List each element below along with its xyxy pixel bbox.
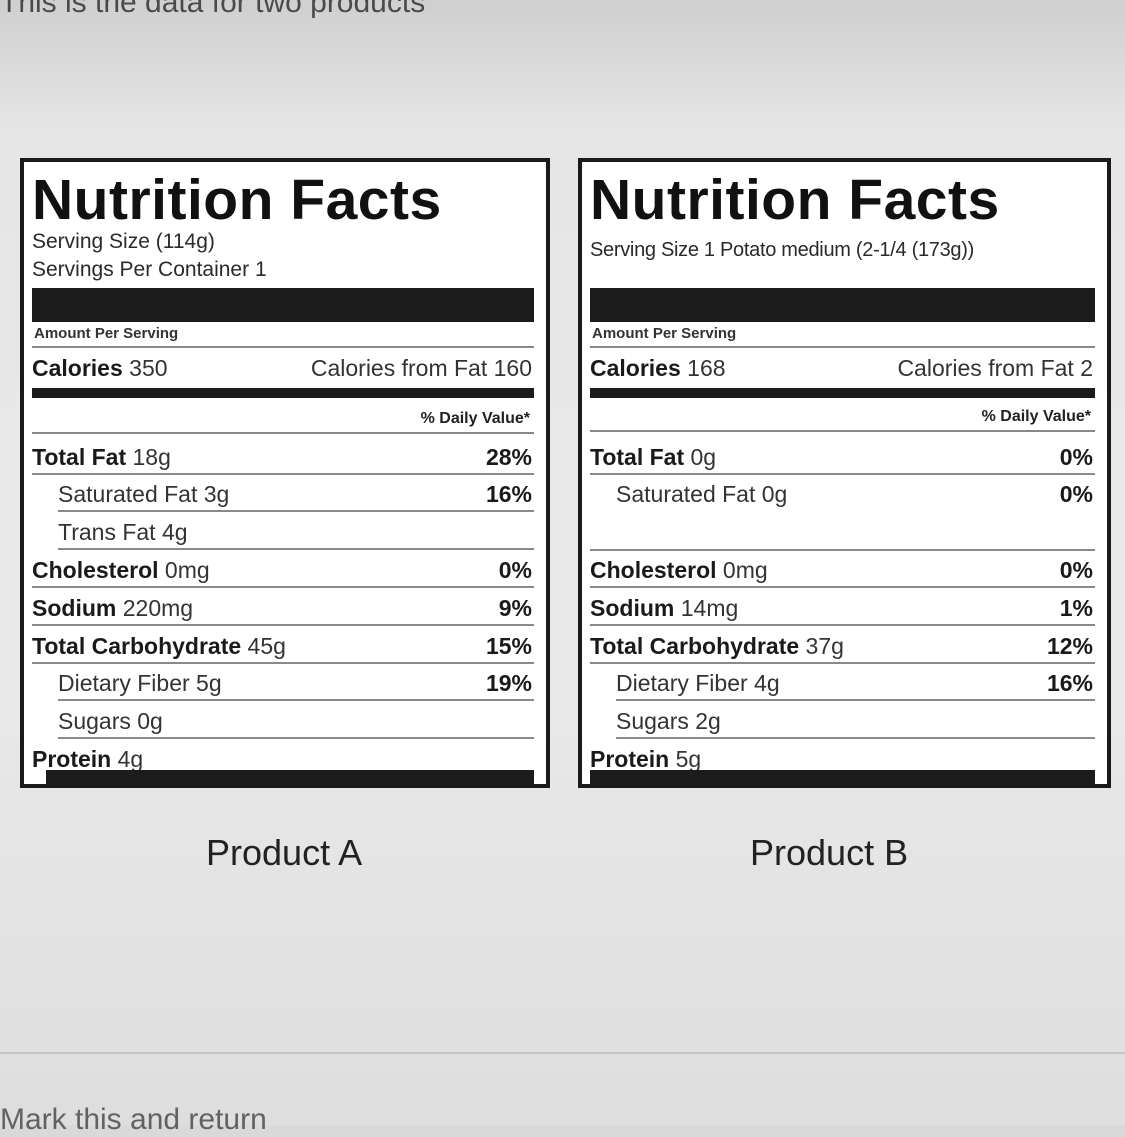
nutrient-percent: 9%: [498, 595, 532, 621]
nutrient-percent: 19%: [485, 670, 532, 696]
nutrient-name: Total Carbohydrate: [32, 633, 242, 659]
nutrient-row-dietary-fiber: Dietary Fiber 5g 19%: [58, 665, 534, 701]
rule: [590, 430, 1095, 432]
rule: [590, 346, 1095, 348]
rule: [32, 432, 534, 434]
nutrient-amount: 0g: [761, 481, 788, 507]
nutrient-percent: 12%: [1046, 633, 1093, 659]
nutrient-percent: 1%: [1059, 595, 1093, 621]
nutrition-label-product-a: Nutrition Facts Serving Size (114g) Serv…: [20, 158, 550, 788]
nutrient-amount: 14mg: [680, 595, 739, 621]
nutrient-name: Sodium: [590, 595, 675, 621]
calories-value: 168: [687, 355, 726, 381]
label-title: Nutrition Facts: [590, 168, 1000, 232]
nutrient-amount: 0mg: [722, 557, 768, 583]
nutrient-row-total-fat: Total Fat 0g 0%: [590, 439, 1095, 475]
nutrient-percent: 16%: [1046, 670, 1093, 696]
nutrient-amount: 0g: [690, 444, 717, 470]
nutrient-row-total-fat: Total Fat 18g 28%: [32, 439, 534, 475]
nutrient-row-trans-fat: Trans Fat 4g: [58, 514, 534, 550]
bottom-divider: [46, 770, 534, 784]
nutrient-percent: 28%: [485, 444, 532, 470]
calories-value: 350: [129, 355, 168, 381]
header-text-fragment: This is the data for two products: [0, 0, 426, 19]
nutrient-amount: 18g: [132, 444, 171, 470]
label-title: Nutrition Facts: [32, 168, 442, 232]
nutrient-amount: 37g: [805, 633, 844, 659]
calories-label: Calories: [590, 355, 681, 381]
nutrient-name: Dietary Fiber: [616, 670, 748, 696]
nutrient-row-dietary-fiber: Dietary Fiber 4g 16%: [616, 665, 1095, 701]
calories-from-fat: Calories from Fat 2: [897, 355, 1093, 381]
thick-divider: [32, 288, 534, 322]
serving-size: Serving Size 1 Potato medium (2-1/4 (173…: [590, 239, 974, 261]
nutrient-row-protein: Protein 5g: [590, 741, 1095, 777]
calories-row: Calories 350 Calories from Fat 160: [32, 350, 534, 386]
nutrient-amount: 4g: [754, 670, 780, 696]
nutrient-name: Sugars: [616, 708, 689, 734]
nutrient-row-sodium: Sodium 220mg 9%: [32, 590, 534, 626]
nutrient-name: Saturated Fat: [616, 481, 756, 507]
amount-per-serving: Amount Per Serving: [34, 325, 179, 342]
nutrient-percent: 0%: [1059, 481, 1093, 507]
amount-per-serving: Amount Per Serving: [592, 325, 737, 342]
medium-divider: [32, 388, 534, 398]
nutrient-name: Sodium: [32, 595, 117, 621]
nutrient-amount: 2g: [695, 708, 721, 734]
nutrient-row-total-carbohydrate: Total Carbohydrate 37g 12%: [590, 628, 1095, 664]
nutrient-amount: 4g: [161, 519, 188, 545]
nutrient-name: Total Fat: [590, 444, 685, 470]
nutrient-amount: 4g: [117, 746, 144, 772]
divider-rule: [0, 1052, 1125, 1054]
servings-per-container: Servings Per Container 1: [32, 258, 267, 281]
rule: [32, 346, 534, 348]
daily-value-header: % Daily Value*: [981, 408, 1091, 425]
nutrient-row-cholesterol: Cholesterol 0mg 0%: [32, 552, 534, 588]
product-b-caption: Product B: [750, 832, 909, 873]
nutrient-name: Total Carbohydrate: [590, 633, 800, 659]
product-a-caption: Product A: [206, 832, 363, 873]
nutrient-name: Saturated Fat: [58, 481, 198, 507]
nutrient-name: Total Fat: [32, 444, 127, 470]
nutrient-row-cholesterol: Cholesterol 0mg 0%: [590, 552, 1095, 588]
nutrient-row-saturated-fat: Saturated Fat 0g 0%: [616, 476, 1095, 512]
nutrient-amount: 3g: [203, 481, 230, 507]
nutrient-row-sugars: Sugars 0g: [58, 703, 534, 739]
nutrient-percent: 0%: [1059, 444, 1093, 470]
nutrient-row-sodium: Sodium 14mg 1%: [590, 590, 1095, 626]
nutrient-amount: 220mg: [122, 595, 194, 621]
nutrition-label-product-b: Nutrition Facts Serving Size 1 Potato me…: [578, 158, 1111, 788]
nutrient-name: Cholesterol: [590, 557, 717, 583]
nutrient-amount: 0g: [137, 708, 163, 734]
nutrient-amount: 0mg: [164, 557, 210, 583]
footer-text-fragment: Mark this and return: [0, 1103, 267, 1136]
serving-size: Serving Size (114g): [32, 230, 215, 253]
nutrient-percent: 0%: [1059, 557, 1093, 583]
nutrient-name: Protein: [590, 746, 670, 772]
daily-value-header: % Daily Value*: [420, 410, 530, 427]
nutrient-name: Protein: [32, 746, 112, 772]
nutrient-percent: 15%: [485, 633, 532, 659]
nutrient-name: Dietary Fiber: [58, 670, 190, 696]
nutrient-name: Trans Fat: [58, 519, 156, 545]
nutrient-name: Sugars: [58, 708, 131, 734]
nutrient-amount: 5g: [196, 670, 222, 696]
nutrient-row-saturated-fat: Saturated Fat 3g 16%: [58, 476, 534, 512]
nutrient-amount: 5g: [675, 746, 702, 772]
medium-divider: [590, 388, 1095, 398]
calories-label: Calories: [32, 355, 123, 381]
calories-from-fat: Calories from Fat 160: [310, 355, 532, 381]
nutrient-amount: 45g: [247, 633, 286, 659]
nutrient-row-sugars: Sugars 2g: [616, 703, 1095, 739]
nutrient-percent: 16%: [485, 481, 532, 507]
nutrient-name: Cholesterol: [32, 557, 159, 583]
nutrient-row-total-carbohydrate: Total Carbohydrate 45g 15%: [32, 628, 534, 664]
nutrient-percent: 0%: [498, 557, 532, 583]
bottom-divider: [590, 770, 1095, 784]
nutrient-row-protein: Protein 4g: [32, 741, 534, 777]
calories-row: Calories 168 Calories from Fat 2: [590, 350, 1095, 386]
thick-divider: [590, 288, 1095, 322]
rule: [590, 549, 1095, 551]
